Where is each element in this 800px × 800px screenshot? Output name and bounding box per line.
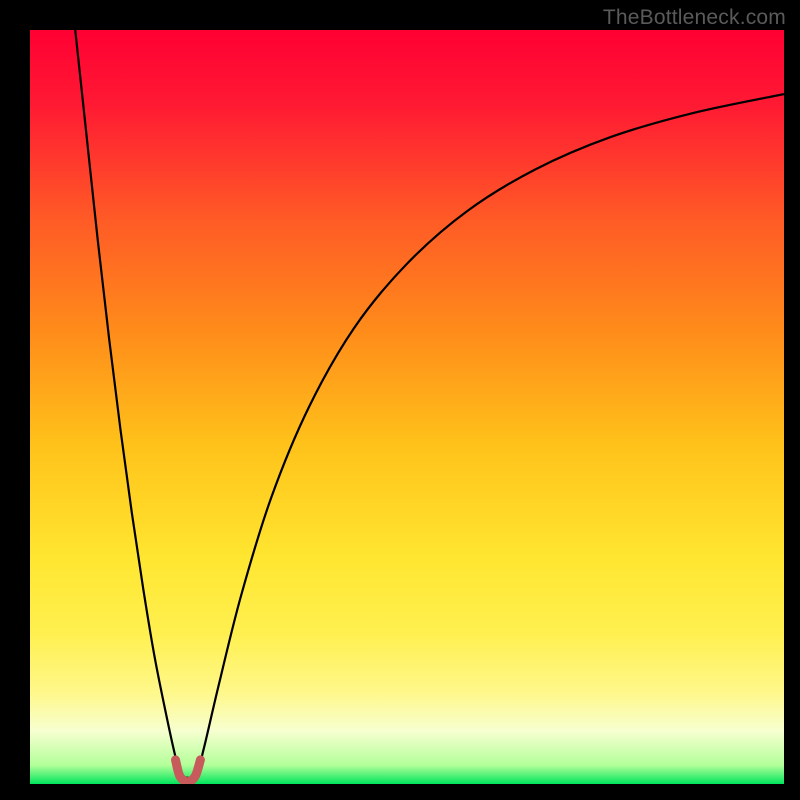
watermark-text: TheBottleneck.com xyxy=(603,6,786,30)
gradient-background xyxy=(30,30,784,784)
chart-container: { "watermark": { "text": "TheBottleneck.… xyxy=(0,0,800,800)
bottleneck-chart xyxy=(0,0,800,800)
